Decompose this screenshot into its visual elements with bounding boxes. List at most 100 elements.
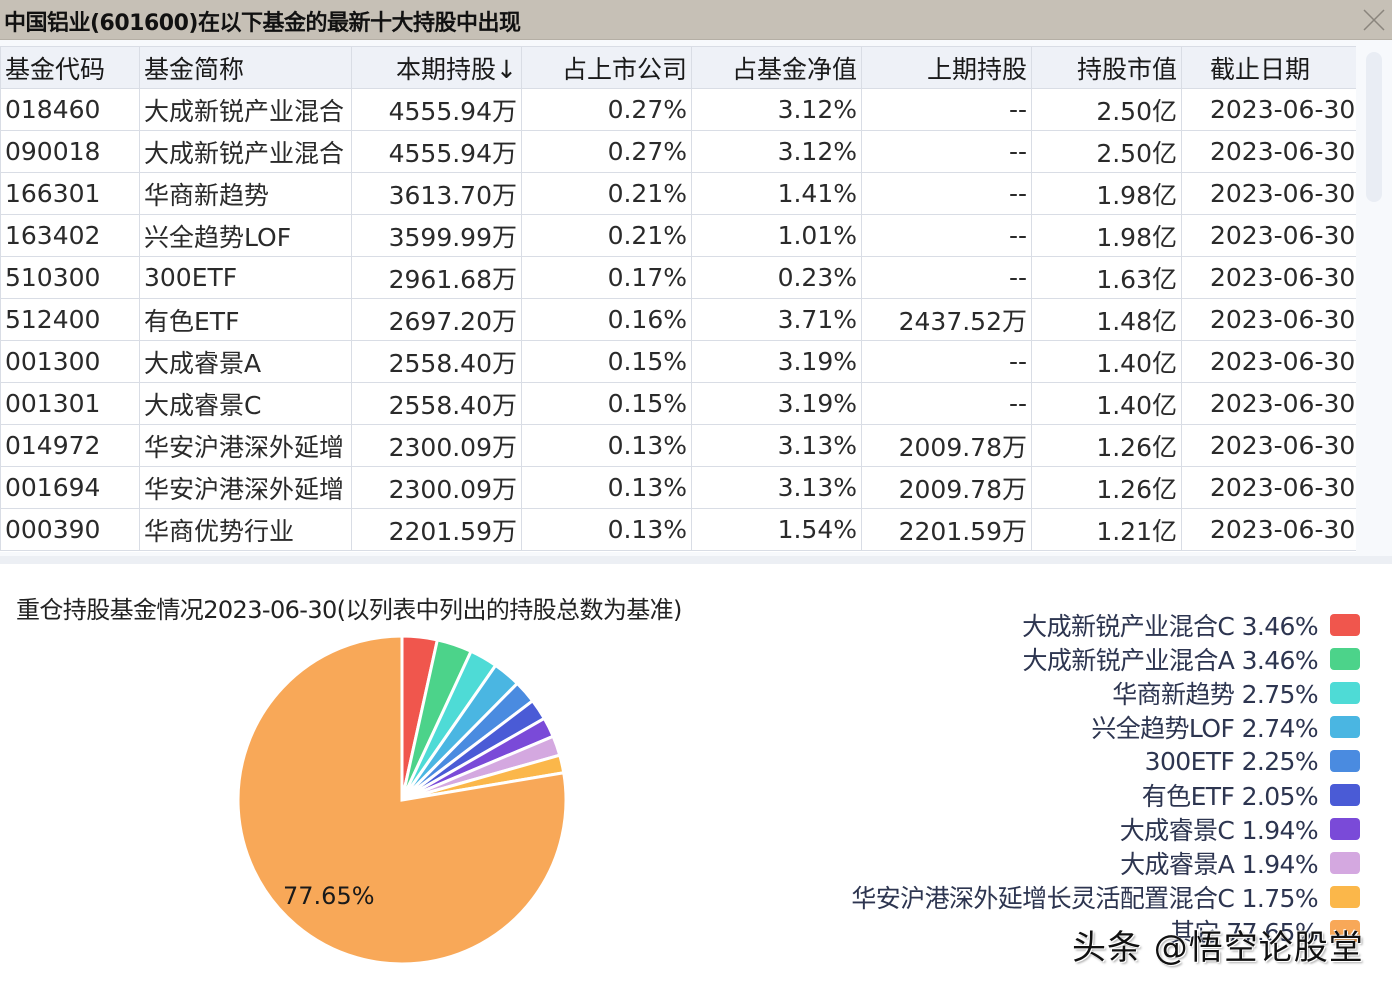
- cell-pct-of-company: 0.13%: [521, 508, 692, 551]
- legend-label: 300ETF 2.25%: [1144, 746, 1319, 776]
- cell-current-holding: 2558.40万: [351, 340, 522, 383]
- cell-as-of-date: 2023-06-30: [1181, 298, 1356, 341]
- cell-current-holding: 2300.09万: [351, 424, 522, 467]
- table-row[interactable]: 166301 华商新趋势 3613.70万 0.21% 1.41% -- 1.98亿 2023…: [0, 172, 1356, 215]
- table-row[interactable]: 512400 有色ETF 2697.20万 0.16% 3.71% 2437.52万 1.4…: [0, 298, 1356, 341]
- col-header-pct-of-nav[interactable]: 占基金净值: [691, 46, 862, 89]
- close-icon: [1363, 9, 1385, 31]
- legend-label: 其它 77.65%: [1170, 918, 1318, 947]
- col-header-pct-of-company[interactable]: 占上市公司: [521, 46, 692, 89]
- cell-current-holding: 2558.40万: [351, 382, 522, 425]
- cell-pct-of-company: 0.17%: [521, 256, 692, 299]
- cell-prev-holding: 2009.78万: [861, 466, 1032, 509]
- fund-holdings-table: 基金代码 基金简称 本期持股↓ 占上市公司 占基金净值 上期持股 持股市值 截止…: [0, 46, 1356, 552]
- cell-pct-of-nav: 3.12%: [691, 130, 862, 173]
- legend-swatch-icon: [1330, 784, 1360, 806]
- cell-fund-code: 018460: [0, 88, 140, 131]
- cell-as-of-date: 2023-06-30: [1181, 508, 1356, 551]
- legend-item[interactable]: 大成睿景C 1.94%: [851, 812, 1360, 846]
- cell-fund-code: 014972: [0, 424, 140, 467]
- scrollbar-thumb[interactable]: [1366, 52, 1382, 202]
- window-titlebar: 中国铝业(601600)在以下基金的最新十大持股中出现: [0, 0, 1392, 40]
- cell-as-of-date: 2023-06-30: [1181, 424, 1356, 467]
- cell-as-of-date: 2023-06-30: [1181, 382, 1356, 425]
- table-row[interactable]: 001694 华安沪港深外延增 2300.09万 0.13% 3.13% 2009.78万…: [0, 466, 1356, 509]
- pie-slice-label: 77.65%: [283, 882, 375, 910]
- legend-item[interactable]: 300ETF 2.25%: [851, 744, 1360, 778]
- cell-pct-of-nav: 3.12%: [691, 88, 862, 131]
- cell-fund-name: 兴全趋势LOF: [139, 214, 352, 257]
- cell-current-holding: 2697.20万: [351, 298, 522, 341]
- table-row[interactable]: 014972 华安沪港深外延增 2300.09万 0.13% 3.13% 2009.78万…: [0, 424, 1356, 467]
- pie-chart: 77.65%: [236, 634, 568, 966]
- cell-fund-code: 000390: [0, 508, 140, 551]
- cell-fund-name: 大成新锐产业混合: [139, 88, 352, 131]
- table-row[interactable]: 000390 华商优势行业 2201.59万 0.13% 1.54% 2201.59万 1.…: [0, 508, 1356, 551]
- table-row[interactable]: 001300 大成睿景A 2558.40万 0.15% 3.19% -- 1.40亿 2023…: [0, 340, 1356, 383]
- cell-fund-name: 大成睿景C: [139, 382, 352, 425]
- chart-legend: 大成新锐产业混合C 3.46% 大成新锐产业混合A 3.46% 华商新趋势 2.75…: [851, 608, 1360, 948]
- legend-item[interactable]: 大成睿景A 1.94%: [851, 846, 1360, 880]
- cell-pct-of-company: 0.13%: [521, 466, 692, 509]
- cell-prev-holding: --: [861, 256, 1032, 299]
- legend-item[interactable]: 兴全趋势LOF 2.74%: [851, 710, 1360, 744]
- cell-current-holding: 3599.99万: [351, 214, 522, 257]
- cell-pct-of-nav: 1.41%: [691, 172, 862, 215]
- pie-slice[interactable]: [236, 634, 568, 966]
- legend-swatch-icon: [1330, 920, 1360, 942]
- close-button[interactable]: [1358, 4, 1390, 36]
- table-scrollbar[interactable]: [1364, 50, 1384, 550]
- cell-pct-of-nav: 1.01%: [691, 214, 862, 257]
- legend-item[interactable]: 大成新锐产业混合C 3.46%: [851, 608, 1360, 642]
- cell-current-holding: 4555.94万: [351, 130, 522, 173]
- cell-market-value: 1.98亿: [1031, 214, 1182, 257]
- legend-item[interactable]: 有色ETF 2.05%: [851, 778, 1360, 812]
- table-header-row: 基金代码 基金简称 本期持股↓ 占上市公司 占基金净值 上期持股 持股市值 截止…: [0, 46, 1356, 89]
- cell-prev-holding: --: [861, 130, 1032, 173]
- legend-label: 大成睿景A 1.94%: [1120, 850, 1318, 879]
- legend-item[interactable]: 华商新趋势 2.75%: [851, 676, 1360, 710]
- chart-title: 重仓持股基金情况2023-06-30(以列表中列出的持股总数为基准): [16, 596, 682, 624]
- col-header-fund-code[interactable]: 基金代码: [0, 46, 140, 89]
- legend-label: 华商新趋势 2.75%: [1112, 680, 1318, 709]
- cell-fund-code: 090018: [0, 130, 140, 173]
- cell-prev-holding: --: [861, 214, 1032, 257]
- table-row[interactable]: 163402 兴全趋势LOF 3599.99万 0.21% 1.01% -- 1.98亿 20…: [0, 214, 1356, 257]
- cell-pct-of-company: 0.27%: [521, 88, 692, 131]
- cell-fund-code: 512400: [0, 298, 140, 341]
- table-row[interactable]: 018460 大成新锐产业混合 4555.94万 0.27% 3.12% -- 2.50亿 2…: [0, 88, 1356, 131]
- col-header-market-value[interactable]: 持股市值: [1031, 46, 1182, 89]
- table-row[interactable]: 510300 300ETF 2961.68万 0.17% 0.23% -- 1.63亿 202…: [0, 256, 1356, 299]
- cell-prev-holding: --: [861, 172, 1032, 215]
- table-row[interactable]: 090018 大成新锐产业混合 4555.94万 0.27% 3.12% -- 2.50亿 2…: [0, 130, 1356, 173]
- col-header-as-of-date[interactable]: 截止日期: [1181, 46, 1356, 89]
- col-header-prev-holding[interactable]: 上期持股: [861, 46, 1032, 89]
- col-header-current-holding[interactable]: 本期持股↓: [351, 46, 522, 89]
- cell-fund-name: 300ETF: [139, 256, 352, 299]
- cell-as-of-date: 2023-06-30: [1181, 214, 1356, 257]
- legend-item[interactable]: 大成新锐产业混合A 3.46%: [851, 642, 1360, 676]
- cell-pct-of-nav: 1.54%: [691, 508, 862, 551]
- cell-pct-of-nav: 3.19%: [691, 340, 862, 383]
- cell-as-of-date: 2023-06-30: [1181, 340, 1356, 383]
- cell-current-holding: 4555.94万: [351, 88, 522, 131]
- legend-item[interactable]: 华安沪港深外延增长灵活配置混合C 1.75%: [851, 880, 1360, 914]
- cell-current-holding: 3613.70万: [351, 172, 522, 215]
- col-header-fund-name[interactable]: 基金简称: [139, 46, 352, 89]
- cell-market-value: 2.50亿: [1031, 88, 1182, 131]
- cell-fund-name: 华安沪港深外延增: [139, 424, 352, 467]
- window-title: 中国铝业(601600)在以下基金的最新十大持股中出现: [4, 11, 521, 36]
- legend-label: 兴全趋势LOF 2.74%: [1091, 714, 1318, 743]
- cell-fund-code: 001301: [0, 382, 140, 425]
- cell-current-holding: 2300.09万: [351, 466, 522, 509]
- cell-as-of-date: 2023-06-30: [1181, 256, 1356, 299]
- table-row[interactable]: 001301 大成睿景C 2558.40万 0.15% 3.19% -- 1.40亿 2023…: [0, 382, 1356, 425]
- cell-fund-code: 510300: [0, 256, 140, 299]
- pie-chart-panel: 重仓持股基金情况2023-06-30(以列表中列出的持股总数为基准) 77.65…: [0, 564, 1392, 988]
- legend-swatch-icon: [1330, 886, 1360, 908]
- cell-market-value: 2.50亿: [1031, 130, 1182, 173]
- cell-as-of-date: 2023-06-30: [1181, 88, 1356, 131]
- legend-item[interactable]: 其它 77.65%: [851, 914, 1360, 948]
- cell-fund-code: 001300: [0, 340, 140, 383]
- cell-prev-holding: --: [861, 88, 1032, 131]
